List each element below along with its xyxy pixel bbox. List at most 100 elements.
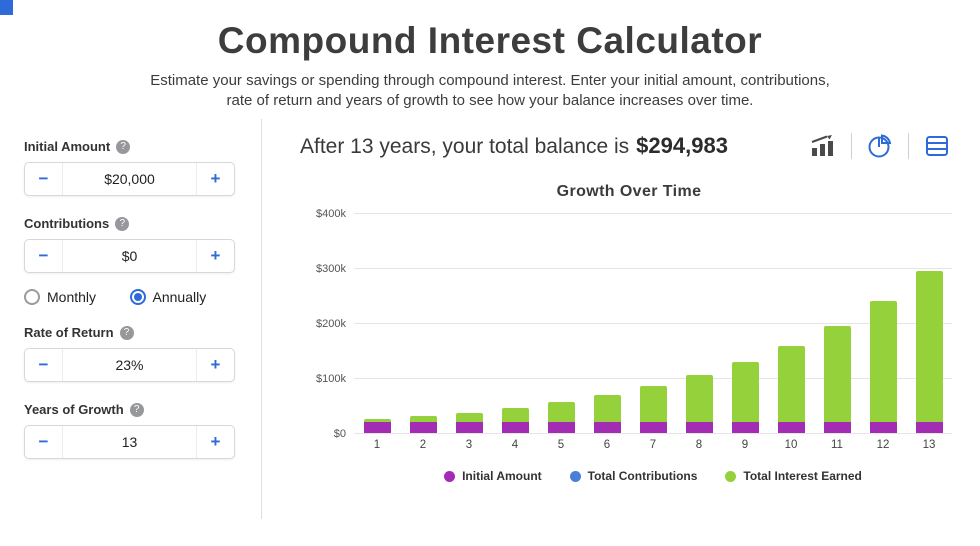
contributions-group: Contributions ? − $0 +	[24, 216, 235, 273]
radio-option-annually[interactable]: Annually	[129, 289, 236, 305]
years-of-growth-stepper: − 13 +	[24, 425, 235, 459]
radio-icon	[129, 289, 146, 305]
years-of-growth-value[interactable]: 13	[121, 434, 138, 450]
contributions-value[interactable]: $0	[121, 248, 138, 264]
result-row: After 13 years, your total balance is $29…	[300, 133, 958, 159]
stacked-bar	[547, 402, 575, 433]
rate-of-return-group: Rate of Return ? − 23% +	[24, 325, 235, 382]
bar-column	[492, 213, 538, 433]
bar-segment-total-interest-earned	[547, 402, 575, 422]
question-mark-icon[interactable]: ?	[116, 139, 131, 154]
years-of-growth-group: Years of Growth ? − 13 +	[24, 402, 235, 459]
bar-column	[630, 213, 676, 433]
bar-column	[354, 213, 400, 433]
page-subtitle-line1: Estimate your savings or spending throug…	[150, 72, 830, 89]
result-summary: After 13 years, your total balance is $29…	[300, 133, 728, 159]
bar-segment-total-interest-earned	[639, 386, 667, 422]
stacked-bar	[455, 413, 483, 433]
initial-amount-value[interactable]: $20,000	[104, 171, 155, 187]
question-mark-icon[interactable]: ?	[119, 325, 134, 340]
x-tick-label: 2	[419, 439, 427, 451]
bar-column	[814, 213, 860, 433]
rate-of-return-value[interactable]: 23%	[115, 357, 144, 373]
bar-segment-initial-amount	[639, 422, 667, 433]
bar-segment-initial-amount	[731, 422, 759, 433]
bar-segment-total-interest-earned	[593, 395, 621, 422]
page-subtitle-line2: rate of return and years of growth to se…	[226, 92, 754, 109]
radio-option-monthly[interactable]: Monthly	[24, 289, 130, 305]
initial-amount-increase-button[interactable]: +	[196, 163, 234, 195]
stacked-bar	[869, 301, 897, 433]
x-tick-label: 7	[649, 439, 657, 451]
divider	[851, 133, 852, 159]
stacked-bar	[501, 408, 529, 433]
initial-amount-stepper: − $20,000 +	[24, 162, 235, 196]
bar-column	[768, 213, 814, 433]
stacked-bar	[915, 271, 943, 433]
page-header: Compound Interest Calculator Estimate yo…	[0, 0, 980, 109]
question-mark-icon[interactable]: ?	[115, 216, 130, 231]
gridline: $100k	[316, 373, 952, 385]
x-tick-label: 6	[603, 439, 611, 451]
bar-chart-icon[interactable]	[809, 133, 836, 159]
question-mark-icon[interactable]: ?	[129, 402, 144, 417]
stacked-bar	[409, 416, 437, 433]
x-tick-label: 12	[876, 439, 890, 451]
initial-amount-decrease-button[interactable]: −	[25, 163, 63, 195]
bar-segment-initial-amount	[455, 422, 483, 433]
input-sidebar: Initial Amount ? − $20,000 + Contributio…	[0, 119, 262, 519]
bar-segment-total-interest-earned	[685, 375, 713, 422]
stacked-bar	[685, 375, 713, 433]
bar-series	[354, 213, 952, 433]
stacked-bar	[639, 386, 667, 433]
bar-segment-initial-amount	[869, 422, 897, 433]
result-prefix: After 13 years, your total balance is	[300, 135, 630, 158]
legend-item: Initial Amount	[444, 469, 542, 483]
gridline: $300k	[316, 263, 952, 275]
y-tick-label: $400k	[316, 208, 346, 220]
bar-segment-total-interest-earned	[869, 301, 897, 422]
stacked-bar	[593, 395, 621, 433]
gridline: $200k	[316, 318, 952, 330]
radio-label-monthly: Monthly	[47, 289, 97, 305]
bar-segment-initial-amount	[547, 422, 575, 433]
initial-amount-group: Initial Amount ? − $20,000 +	[24, 139, 235, 196]
x-tick-label: 3	[465, 439, 473, 451]
bar-column	[860, 213, 906, 433]
bar-segment-initial-amount	[915, 422, 943, 433]
legend-dot	[444, 470, 456, 482]
y-tick-label: $100k	[316, 373, 346, 385]
radio-label-annually: Annually	[152, 289, 207, 305]
bar-segment-total-interest-earned	[823, 326, 851, 422]
rate-of-return-decrease-button[interactable]: −	[25, 349, 63, 381]
y-tick-label: $0	[333, 428, 346, 440]
contributions-decrease-button[interactable]: −	[25, 240, 63, 272]
growth-chart: $400k $300k $200k $100k $0 1 2 3 4 5 6 7 8 9 10 11…	[306, 208, 952, 483]
legend-label: Total Interest Earned	[743, 469, 862, 483]
stacked-bar	[823, 326, 851, 433]
page-title: Compound Interest Calculator	[217, 20, 763, 61]
rate-of-return-increase-button[interactable]: +	[196, 349, 234, 381]
years-of-growth-increase-button[interactable]: +	[196, 426, 234, 458]
chart-legend: Initial Amount Total Contributions Total I…	[354, 469, 952, 483]
y-tick-label: $200k	[316, 318, 346, 330]
x-tick-label: 8	[695, 439, 703, 451]
result-total: $294,983	[636, 133, 728, 158]
stacked-bar	[363, 419, 391, 433]
chart-title: Growth Over Time	[556, 183, 702, 200]
gridline: $400k	[316, 208, 952, 220]
bar-column	[400, 213, 446, 433]
bar-segment-initial-amount	[685, 422, 713, 433]
bar-segment-total-interest-earned	[777, 346, 805, 422]
view-switcher	[809, 133, 950, 159]
contributions-increase-button[interactable]: +	[196, 240, 234, 272]
contribution-frequency-group: Monthly Annually	[24, 289, 235, 305]
legend-label: Initial Amount	[462, 469, 542, 483]
bar-segment-total-interest-earned	[731, 362, 759, 422]
table-icon[interactable]	[924, 133, 950, 159]
years-of-growth-decrease-button[interactable]: −	[25, 426, 63, 458]
divider	[908, 133, 909, 159]
legend-item: Total Contributions	[569, 469, 697, 483]
pie-chart-icon[interactable]	[867, 133, 893, 159]
radio-icon	[24, 289, 40, 305]
